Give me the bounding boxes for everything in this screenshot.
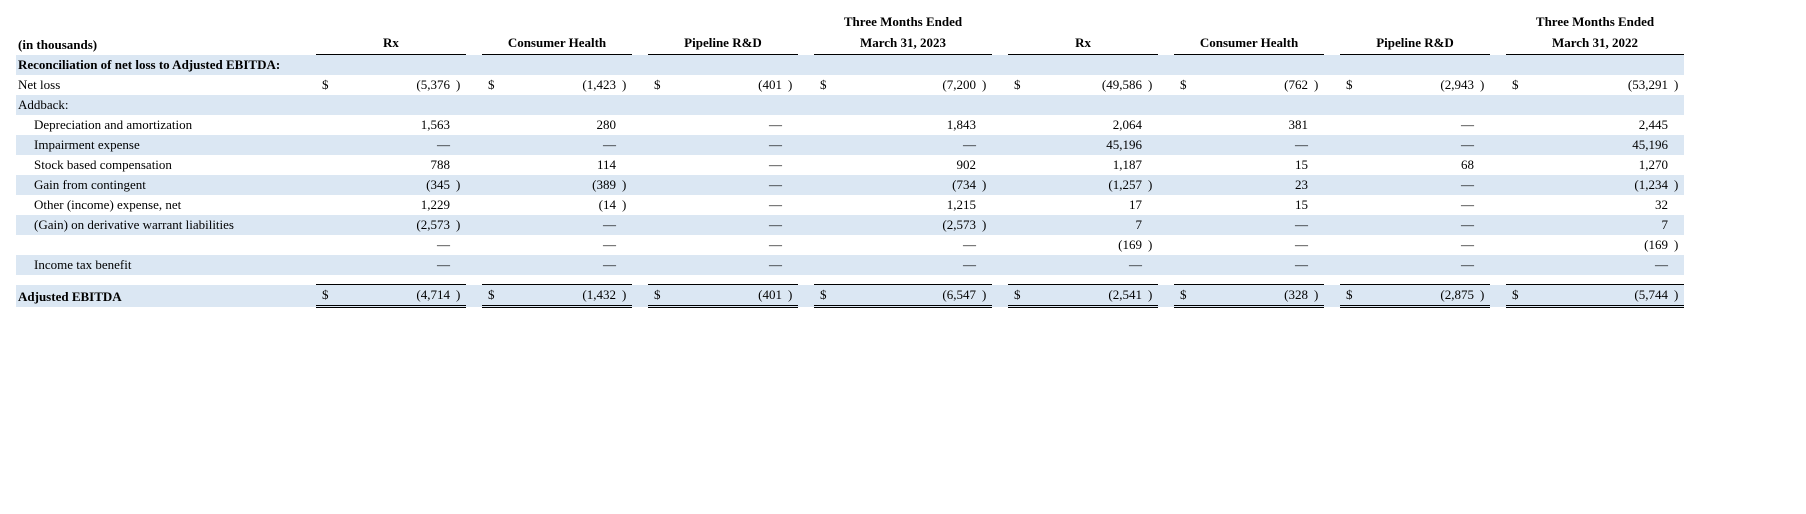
row-label: Depreciation and amortization xyxy=(16,115,316,135)
row-label: Gain from contingent xyxy=(16,175,316,195)
col-header-pr-2023: Pipeline R&D xyxy=(648,33,798,55)
total-value: (5,744 xyxy=(1524,285,1674,307)
row-label: Stock based compensation xyxy=(16,155,316,175)
table-row: (Gain) on derivative warrant liabilities… xyxy=(16,215,1790,235)
addback-header-row: Addback: xyxy=(16,95,1790,115)
col-header-pr-2022: Pipeline R&D xyxy=(1340,33,1490,55)
row-label xyxy=(16,235,316,255)
col-header-rx-2023: Rx xyxy=(316,33,466,55)
col-header-ch-2023: Consumer Health xyxy=(482,33,632,55)
table-row: Other (income) expense, net1,229(14)—1,2… xyxy=(16,195,1790,215)
row-label: Impairment expense xyxy=(16,135,316,155)
table-row: Impairment expense————45,196——45,196 xyxy=(16,135,1790,155)
total-value: (4,714 xyxy=(334,285,456,307)
units-label: (in thousands) xyxy=(16,33,316,55)
total-value: (401 xyxy=(666,285,788,307)
row-label: (Gain) on derivative warrant liabilities xyxy=(16,215,316,235)
row-label: Income tax benefit xyxy=(16,255,316,275)
total-label: Adjusted EBITDA xyxy=(16,285,316,307)
total-value: (1,432 xyxy=(500,285,622,307)
table-row: ————(169)——(169) xyxy=(16,235,1790,255)
period-header-2023-top: Three Months Ended xyxy=(814,12,992,33)
section-title: Reconciliation of net loss to Adjusted E… xyxy=(16,55,316,75)
table-row: Stock based compensation788114—9021,1871… xyxy=(16,155,1790,175)
row-label: Net loss xyxy=(16,75,316,95)
period-header-2022-top: Three Months Ended xyxy=(1506,12,1684,33)
total-value: (6,547 xyxy=(832,285,982,307)
table-row: Income tax benefit———————— xyxy=(16,255,1790,275)
ebitda-reconciliation-table: Three Months Ended Three Months Ended (i… xyxy=(16,12,1790,308)
addback-label: Addback: xyxy=(16,95,316,115)
col-header-rx-2022: Rx xyxy=(1008,33,1158,55)
col-header-total-2023: March 31, 2023 xyxy=(814,33,992,55)
col-header-ch-2022: Consumer Health xyxy=(1174,33,1324,55)
table-row: Depreciation and amortization1,563280—1,… xyxy=(16,115,1790,135)
total-value: (2,875 xyxy=(1358,285,1480,307)
total-value: (2,541 xyxy=(1026,285,1148,307)
table-row: Gain from contingent(345)(389)—(734)(1,2… xyxy=(16,175,1790,195)
col-header-total-2022: March 31, 2022 xyxy=(1506,33,1684,55)
row-label: Other (income) expense, net xyxy=(16,195,316,215)
total-value: (328 xyxy=(1192,285,1314,307)
table-row: Net loss$(5,376)$(1,423)$(401)$(7,200)$(… xyxy=(16,75,1790,95)
